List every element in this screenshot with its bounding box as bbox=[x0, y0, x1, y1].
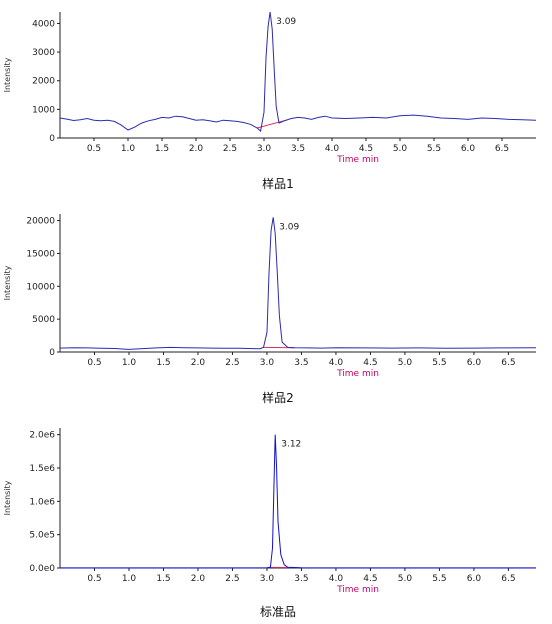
x-tick-label: 2.0 bbox=[191, 358, 206, 368]
y-tick-label: 10000 bbox=[26, 282, 55, 292]
y-tick-label: 1.5e6 bbox=[29, 464, 55, 474]
chart-panel-3: 0.0e0 5.0e5 1.0e6 1.5e6 2.0e6 0.5 1.0 1.5 2.0 2.5… bbox=[3, 428, 536, 619]
x-tick-label: 2.0 bbox=[189, 144, 204, 154]
series-line bbox=[59, 217, 537, 350]
chart-caption: 样品2 bbox=[262, 390, 294, 405]
x-tick-label: 2.5 bbox=[225, 574, 239, 584]
x-tick-label: 1.5 bbox=[156, 574, 170, 584]
peak-label: 3.09 bbox=[276, 17, 296, 27]
x-tick-label: 6.0 bbox=[467, 574, 482, 584]
x-tick-label: 3.0 bbox=[260, 574, 275, 584]
x-tick-label: 6.0 bbox=[461, 144, 476, 154]
x-tick-label: 5.0 bbox=[398, 358, 413, 368]
x-tick-label: 4.5 bbox=[363, 358, 377, 368]
chart-caption: 标准品 bbox=[260, 605, 296, 619]
x-tick-label: 3.5 bbox=[294, 574, 308, 584]
x-tick-label: 4.5 bbox=[359, 144, 373, 154]
x-tick-label: 2.0 bbox=[191, 574, 206, 584]
x-tick-label: 6.0 bbox=[467, 358, 482, 368]
peak-label: 3.09 bbox=[279, 222, 299, 232]
x-tick-label: 6.5 bbox=[495, 144, 509, 154]
x-tick-label: 5.5 bbox=[432, 358, 446, 368]
chart-panel-1: 0 1000 2000 3000 4000 0.5 1.0 1.5 2.0 2.5 3.0 3.5 4.… bbox=[3, 11, 537, 191]
y-tick-label: 2.0e6 bbox=[29, 431, 55, 441]
y-tick-label: 1.0e6 bbox=[29, 497, 55, 507]
x-tick-label: 3.0 bbox=[257, 144, 272, 154]
y-tick-label: 15000 bbox=[26, 249, 55, 259]
x-tick-label: 5.5 bbox=[427, 144, 441, 154]
x-tick-label: 4.0 bbox=[329, 358, 344, 368]
y-tick-label: 0 bbox=[49, 348, 55, 358]
x-tick-label: 6.5 bbox=[501, 358, 515, 368]
x-axis-label: Time min bbox=[336, 585, 379, 595]
x-tick-label: 1.5 bbox=[155, 144, 169, 154]
chart-caption: 样品1 bbox=[262, 176, 294, 191]
y-tick-label: 0 bbox=[49, 134, 55, 144]
peak-label: 3.12 bbox=[281, 440, 301, 450]
x-axis-label: Time min bbox=[336, 369, 379, 379]
x-tick-label: 5.5 bbox=[432, 574, 446, 584]
y-tick-label: 4000 bbox=[32, 19, 55, 29]
y-tick-label: 3000 bbox=[32, 48, 55, 58]
chart-panel-2: 0 5000 10000 15000 20000 0.5 1.0 1.5 2.0 2.5 3.0 3.… bbox=[3, 214, 537, 405]
y-axis-label: Intensity bbox=[3, 480, 12, 515]
x-tick-label: 1.5 bbox=[156, 358, 170, 368]
y-tick-label: 1000 bbox=[32, 105, 55, 115]
x-tick-label: 1.0 bbox=[121, 144, 136, 154]
series-line bbox=[59, 11, 537, 133]
x-tick-label: 3.5 bbox=[291, 144, 305, 154]
x-tick-label: 1.0 bbox=[122, 358, 137, 368]
x-tick-label: 6.5 bbox=[501, 574, 515, 584]
x-tick-label: 5.0 bbox=[393, 144, 408, 154]
series-line bbox=[60, 434, 536, 569]
y-axis-label: Intensity bbox=[3, 265, 12, 300]
x-tick-label: 0.5 bbox=[87, 574, 101, 584]
x-tick-label: 4.5 bbox=[363, 574, 377, 584]
y-tick-label: 20000 bbox=[26, 217, 55, 227]
x-axis-label: Time min bbox=[336, 155, 379, 165]
x-tick-label: 2.5 bbox=[223, 144, 237, 154]
x-tick-label: 4.0 bbox=[329, 574, 344, 584]
y-tick-label: 5.0e5 bbox=[29, 531, 55, 541]
x-tick-label: 3.5 bbox=[294, 358, 308, 368]
y-tick-label: 5000 bbox=[32, 315, 55, 325]
x-tick-label: 0.5 bbox=[87, 358, 101, 368]
x-tick-label: 0.5 bbox=[87, 144, 101, 154]
x-tick-label: 1.0 bbox=[122, 574, 137, 584]
y-tick-label: 0.0e0 bbox=[29, 564, 55, 574]
x-tick-label: 2.5 bbox=[225, 358, 239, 368]
x-tick-label: 5.0 bbox=[398, 574, 413, 584]
x-tick-label: 3.0 bbox=[260, 358, 275, 368]
x-tick-label: 4.0 bbox=[325, 144, 340, 154]
y-axis-label: Intensity bbox=[3, 57, 12, 92]
y-tick-label: 2000 bbox=[32, 77, 55, 87]
